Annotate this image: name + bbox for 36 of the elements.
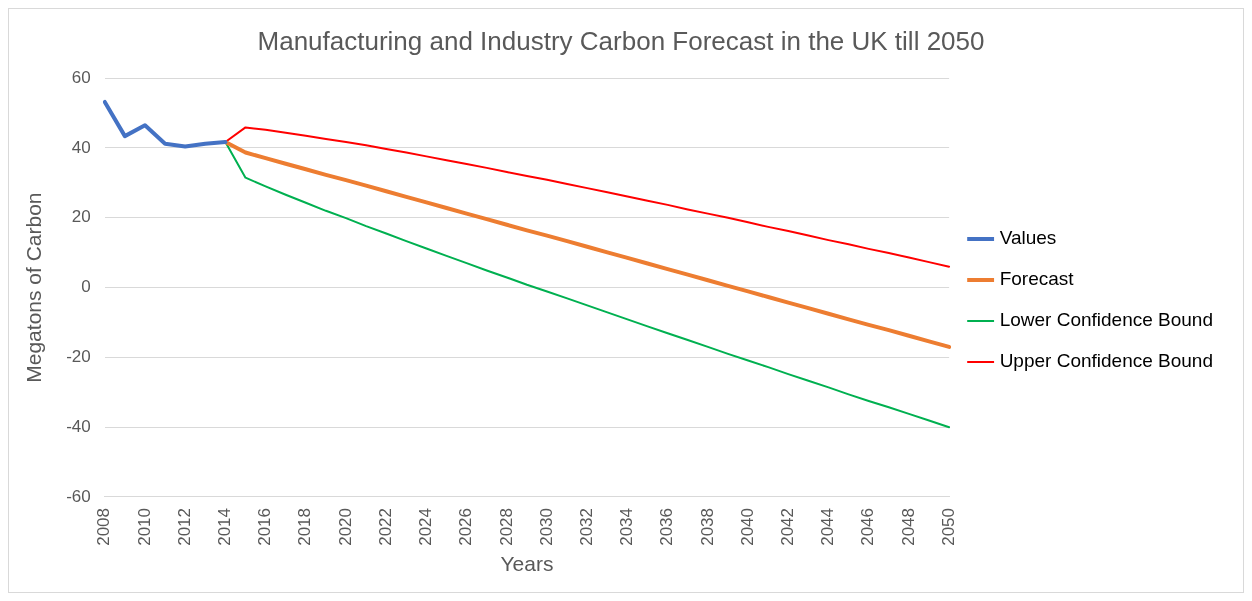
x-tick-label: 2030 — [536, 507, 556, 546]
y-axis-title: Megatons of Carbon — [22, 192, 46, 383]
y-tick-label: 20 — [71, 207, 91, 227]
x-tick-label: 2036 — [657, 507, 677, 546]
y-tick-label: -20 — [66, 347, 91, 367]
x-tick-label: 2046 — [858, 507, 878, 546]
legend-label: Values — [999, 227, 1057, 249]
x-tick-label: 2034 — [617, 507, 637, 546]
x-tick-label: 2012 — [174, 507, 194, 546]
x-tick-label: 2022 — [375, 507, 395, 546]
x-tick-label: 2038 — [697, 507, 717, 546]
legend-label: Forecast — [999, 268, 1075, 290]
y-tick-label: -40 — [66, 416, 91, 436]
x-tick-label: 2014 — [215, 507, 235, 546]
legend-label: Lower Confidence Bound — [999, 309, 1214, 331]
x-tick-label: 2010 — [134, 507, 154, 546]
x-tick-label: 2018 — [295, 507, 315, 546]
y-tick-label: -60 — [66, 486, 91, 506]
chart-title: Manufacturing and Industry Carbon Forecast in the UK till 2050 — [257, 25, 985, 56]
legend-label: Upper Confidence Bound — [999, 350, 1214, 372]
x-tick-label: 2028 — [496, 507, 516, 546]
y-tick-label: 0 — [81, 277, 91, 297]
x-tick-label: 2020 — [335, 507, 355, 546]
x-tick-label: 2050 — [938, 507, 958, 546]
y-tick-label: 60 — [71, 67, 91, 87]
x-tick-label: 2016 — [255, 507, 275, 546]
x-tick-label: 2008 — [94, 507, 114, 546]
x-tick-label: 2040 — [737, 507, 757, 546]
y-tick-label: 40 — [71, 137, 91, 157]
x-tick-label: 2044 — [818, 507, 838, 546]
x-tick-label: 2042 — [777, 507, 797, 546]
x-tick-label: 2048 — [898, 507, 918, 546]
x-axis-title: Years — [500, 552, 554, 576]
x-tick-label: 2032 — [576, 507, 596, 546]
x-tick-label: 2026 — [456, 507, 476, 546]
x-tick-label: 2024 — [416, 507, 436, 546]
